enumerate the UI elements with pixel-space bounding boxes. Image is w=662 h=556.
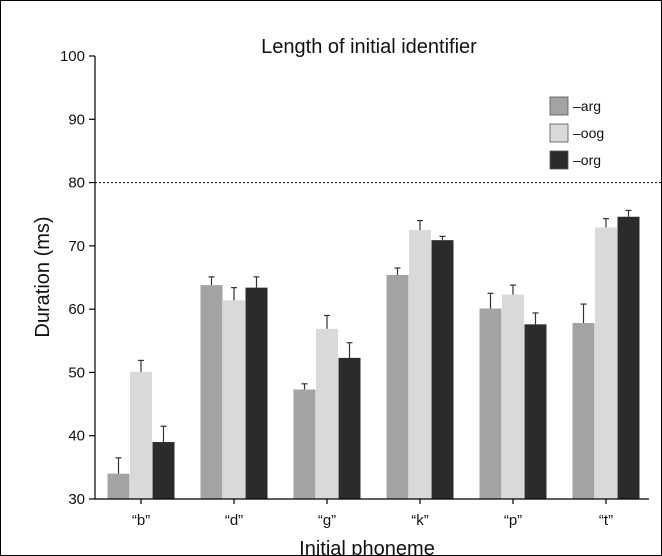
legend-swatch (549, 123, 569, 143)
bar (431, 240, 454, 499)
bar (409, 230, 431, 500)
bar (200, 285, 223, 499)
x-axis-label: Initial phoneme (299, 538, 435, 555)
legend: –arg –oog –org (549, 96, 604, 170)
legend-swatch (549, 96, 569, 116)
x-tick-label: “t” (599, 512, 613, 529)
y-tick-label: 30 (68, 491, 85, 508)
legend-swatch (549, 150, 569, 170)
chart-title: Length of initial identifier (261, 36, 477, 58)
y-tick-label: 70 (68, 238, 85, 255)
legend-label: –oog (573, 125, 604, 141)
y-tick-label: 80 (68, 175, 85, 192)
bar (130, 371, 152, 499)
y-tick-label: 40 (68, 428, 85, 445)
bar (524, 324, 547, 499)
bar (479, 308, 502, 499)
x-tick-label: “d” (225, 512, 243, 529)
bar (293, 389, 316, 499)
axes-layer: 30 40 50 60 70 80 90 100 “b” “d” “g” “k” “p” “t” (60, 48, 649, 529)
bar (245, 287, 268, 499)
x-tick-label: “k” (411, 512, 429, 529)
y-axis-label: Duration (ms) (32, 216, 54, 337)
x-tick-label: “b” (132, 512, 150, 529)
bar (617, 216, 640, 499)
y-tick-label: 50 (68, 364, 85, 381)
legend-label: –org (573, 152, 601, 168)
bar (572, 323, 595, 499)
bars-layer (107, 209, 640, 500)
bar (595, 227, 617, 500)
x-tick-label: “p” (504, 512, 522, 529)
bar (502, 294, 524, 499)
bar (223, 300, 245, 499)
bar (386, 274, 409, 499)
x-tick-label: “g” (318, 512, 336, 529)
legend-label: –arg (573, 98, 601, 114)
bar (338, 357, 361, 499)
bar (316, 328, 338, 499)
y-tick-label: 90 (68, 111, 85, 128)
bar (152, 442, 175, 499)
y-tick-label: 60 (68, 301, 85, 318)
y-tick-label: 100 (60, 48, 85, 65)
bar (107, 473, 130, 499)
